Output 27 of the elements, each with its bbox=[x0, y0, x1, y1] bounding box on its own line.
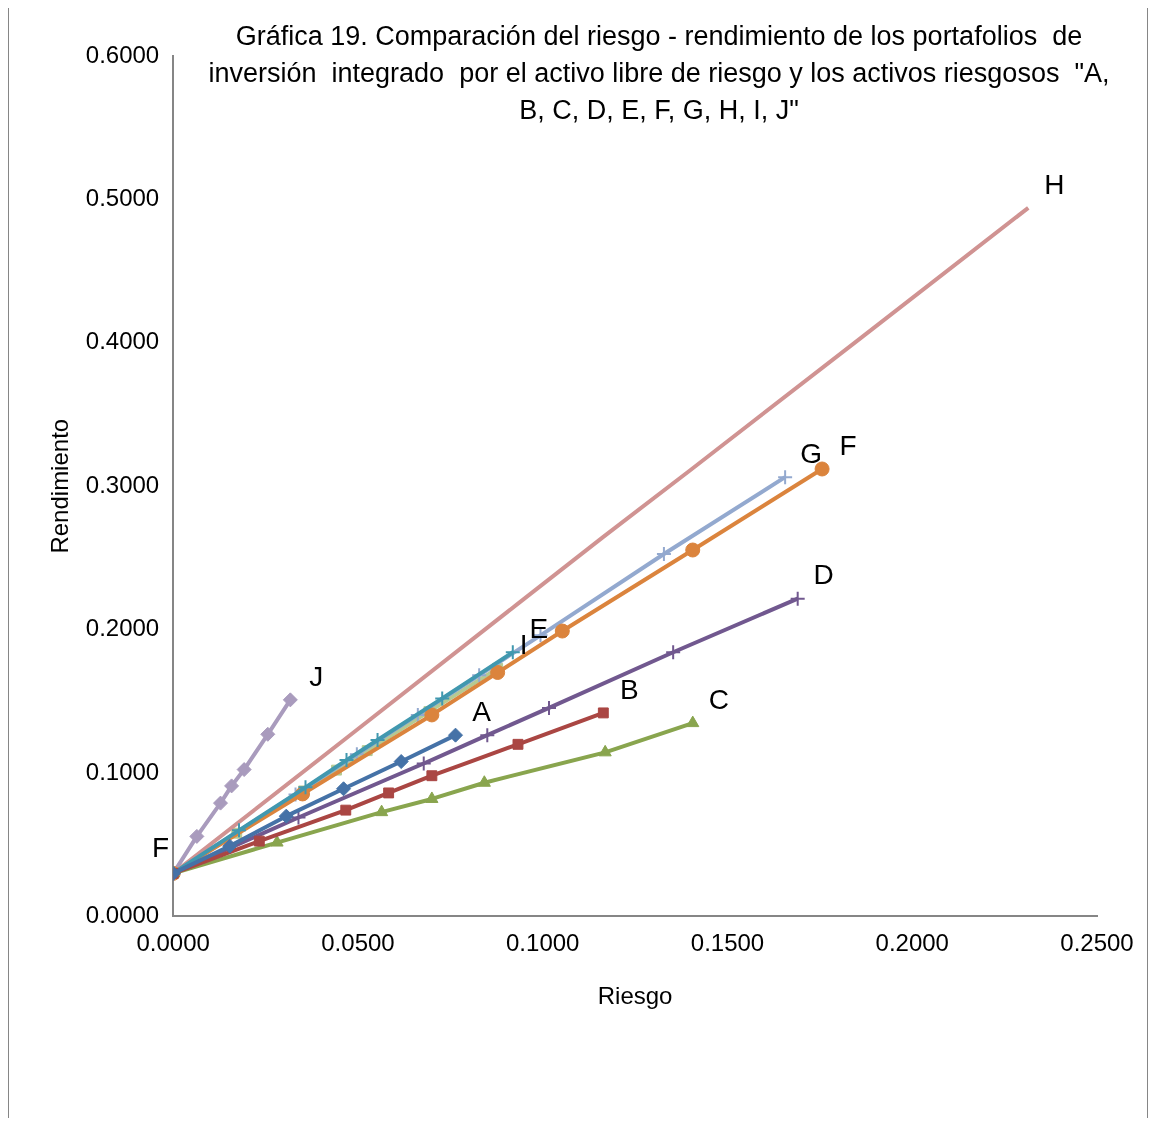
chart-title: Gráfica 19. Comparación del riesgo - rendimiento de los portafolios de inversión integrado por el activo libre de riesgo y los activos riesgosos "A, B, C, D, E, F, G, H, I, J" bbox=[207, 20, 1111, 127]
x-tick-label: 0.1000 bbox=[506, 929, 580, 957]
series-label: F bbox=[839, 429, 857, 461]
y-tick-label: 0.5000 bbox=[85, 184, 160, 212]
series-label: G bbox=[800, 437, 823, 469]
series-label: B bbox=[619, 673, 639, 705]
y-tick-label: 0.1000 bbox=[85, 757, 160, 785]
x-axis-title: Riesgo bbox=[597, 982, 673, 1010]
x-tick-label: 0.0000 bbox=[136, 929, 210, 957]
y-tick-label: 0.2000 bbox=[85, 614, 160, 642]
y-axis-title: Rendimiento bbox=[46, 418, 74, 554]
y-tick-label: 0.6000 bbox=[85, 40, 160, 68]
series-label: H bbox=[1044, 168, 1065, 200]
y-tick-label: 0.0000 bbox=[85, 901, 160, 929]
y-tick-label: 0.3000 bbox=[85, 470, 160, 498]
text: F bbox=[152, 832, 170, 864]
series-label: C bbox=[708, 683, 729, 715]
x-tick-label: 0.0500 bbox=[321, 929, 395, 957]
series-label: I bbox=[519, 629, 528, 661]
series-label: A bbox=[472, 695, 492, 727]
x-tick-label: 0.1500 bbox=[690, 929, 765, 957]
series-label: D bbox=[813, 559, 834, 591]
x-tick-label: 0.2500 bbox=[1060, 929, 1134, 957]
y-tick-label: 0.4000 bbox=[85, 327, 160, 355]
series-label: J bbox=[309, 660, 324, 692]
x-tick-label: 0.2000 bbox=[875, 929, 949, 957]
series-label: E bbox=[529, 612, 549, 644]
